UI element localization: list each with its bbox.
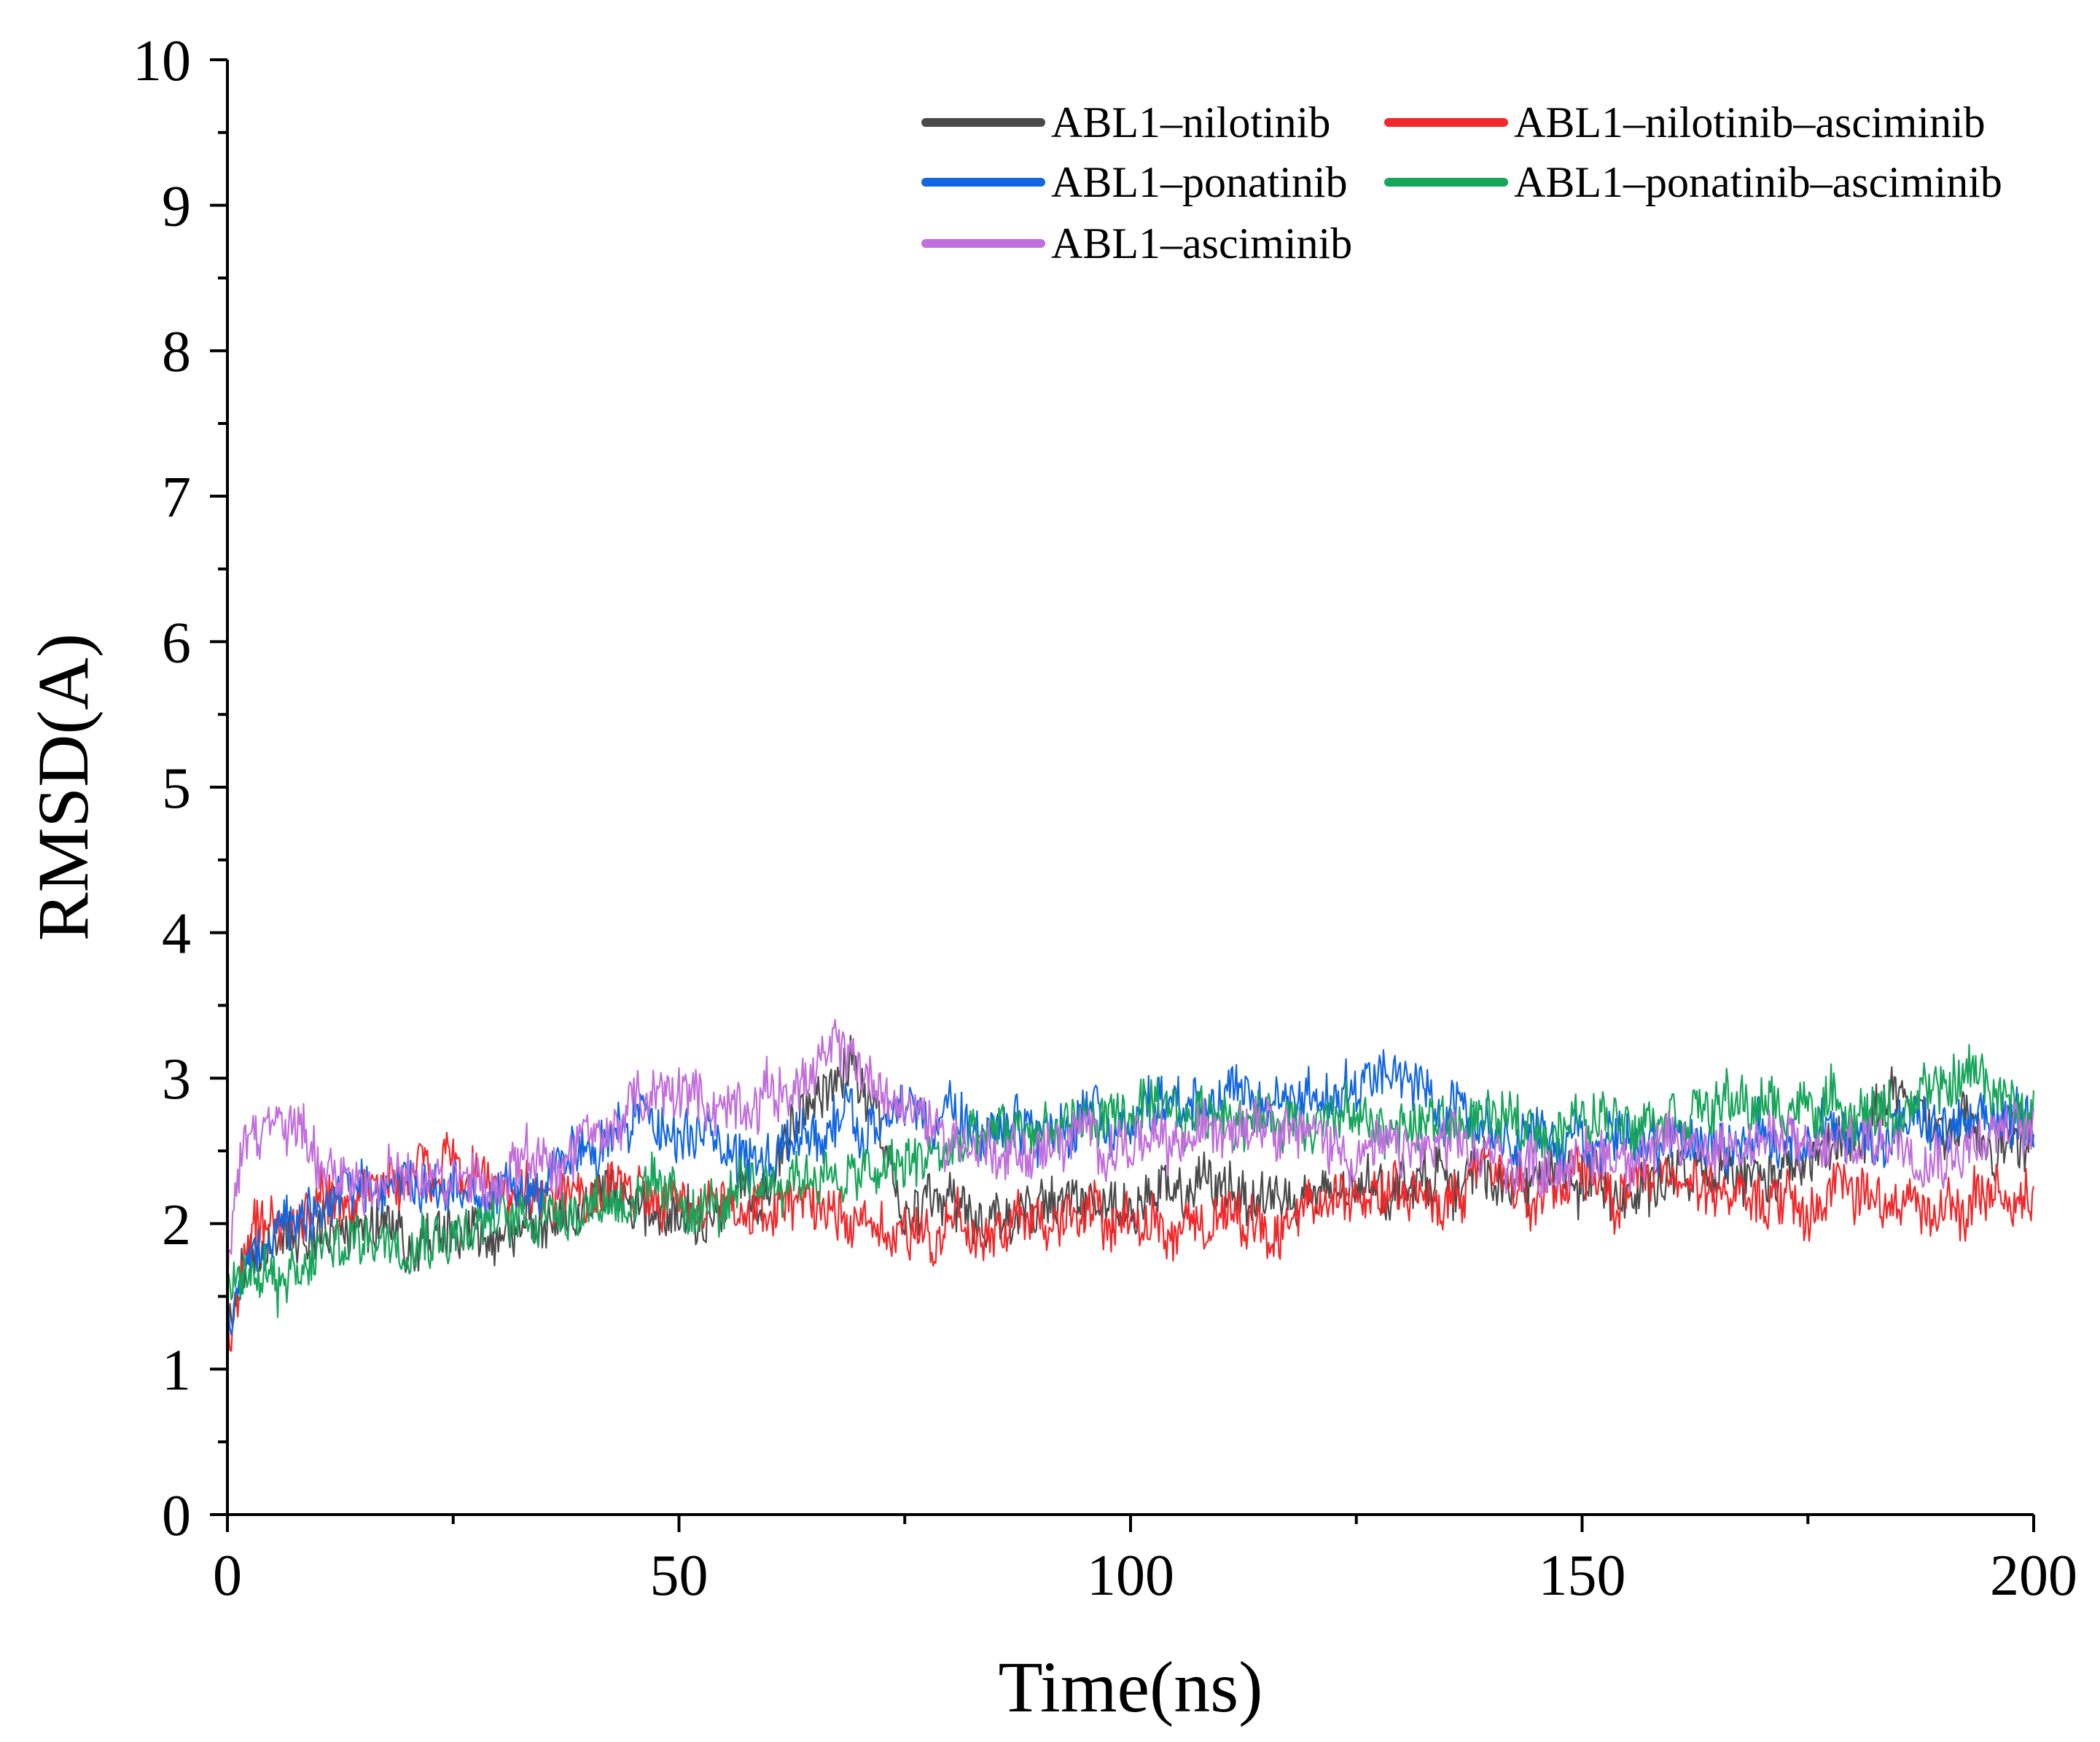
legend-item: ABL1–ponatinib–asciminib [1384, 158, 2002, 206]
y-tick-label: 3 [162, 1047, 191, 1112]
legend: ABL1–nilotinib ABL1–nilotinib–asciminib AB… [921, 98, 2002, 267]
series-layer [226, 1018, 2035, 1352]
y-tick-label: 9 [162, 175, 191, 239]
y-tick-label: 1 [162, 1338, 191, 1402]
legend-item: ABL1–nilotinib [921, 98, 1330, 147]
legend-label: ABL1–ponatinib [1051, 158, 1348, 206]
y-tick-label: 4 [162, 902, 191, 966]
series-line-5 [226, 1018, 2035, 1297]
x-tick-label: 200 [1990, 1544, 2077, 1608]
series-line-4 [227, 1044, 2035, 1319]
y-tick-label: 2 [162, 1193, 191, 1257]
x-tick-label: 0 [213, 1544, 242, 1608]
x-axis-title: Time(ns) [998, 1647, 1262, 1727]
axes-layer: 0 50 100 150 200 0 1 2 3 4 5 6 7 8 9 10 [133, 29, 2077, 1608]
y-tick-label: 10 [133, 29, 191, 93]
y-tick-label: 0 [162, 1484, 191, 1548]
legend-item: ABL1–nilotinib–asciminib [1384, 98, 1986, 147]
series-line-3 [226, 1049, 2035, 1336]
legend-label: ABL1–nilotinib [1051, 98, 1330, 147]
legend-item: ABL1–asciminib [921, 219, 1352, 267]
x-tick-label: 150 [1539, 1544, 1626, 1608]
y-tick-label: 6 [162, 611, 191, 675]
x-tick-label: 100 [1087, 1544, 1174, 1608]
y-axis-title: RMSD(A) [23, 633, 104, 941]
y-tick-label: 7 [162, 466, 191, 530]
legend-label: ABL1–ponatinib–asciminib [1514, 158, 2002, 206]
legend-item: ABL1–ponatinib [921, 158, 1348, 206]
y-tick-label: 5 [162, 757, 191, 821]
x-tick-label: 50 [650, 1544, 709, 1608]
legend-label: ABL1–asciminib [1051, 219, 1352, 267]
y-tick-label: 8 [162, 320, 191, 384]
legend-label: ABL1–nilotinib–asciminib [1514, 98, 1986, 147]
